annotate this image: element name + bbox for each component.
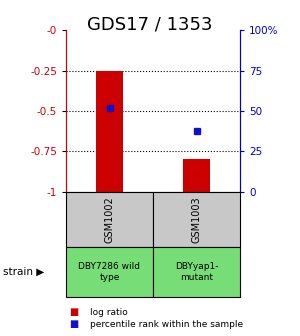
Text: DBY7286 wild
type: DBY7286 wild type [79,262,140,282]
Text: ■: ■ [69,319,78,329]
Bar [97,71,123,192]
Text: ■: ■ [69,307,78,318]
Text: DBYyap1-
mutant: DBYyap1- mutant [175,262,218,282]
Text: strain ▶: strain ▶ [3,267,44,277]
Text: GSM1003: GSM1003 [191,196,202,243]
Text: percentile rank within the sample: percentile rank within the sample [90,320,243,329]
Text: GDS17 / 1353: GDS17 / 1353 [87,15,213,33]
Text: GSM1002: GSM1002 [104,196,115,243]
Text: log ratio: log ratio [90,308,128,317]
Bar [184,159,209,192]
